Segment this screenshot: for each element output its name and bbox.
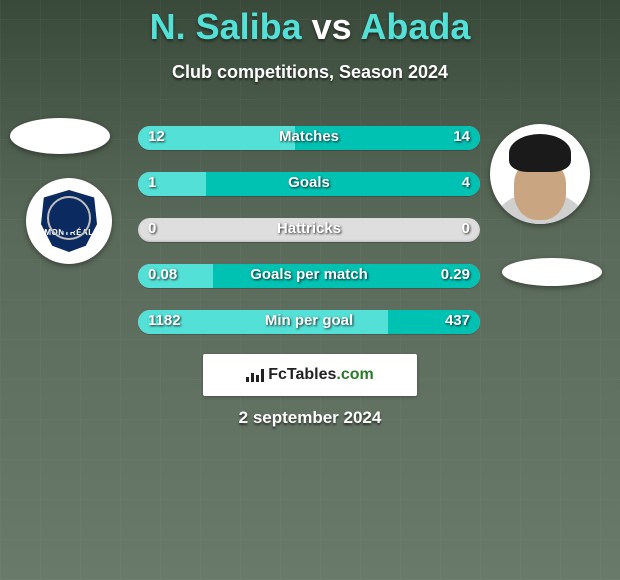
subtitle: Club competitions, Season 2024 [0,62,620,83]
stat-label: Goals per match [138,266,480,283]
stat-value-right: 14 [453,128,470,145]
title-player2: Abada [360,6,470,47]
bar-chart-icon [246,368,264,382]
stat-value-left: 0.08 [148,266,177,283]
page-title: N. Saliba vs Abada [0,0,620,48]
stat-value-right: 0.29 [441,266,470,283]
player2-club-badge-placeholder [502,258,602,286]
stat-label: Min per goal [138,312,480,329]
stat-value-right: 0 [462,220,470,237]
shield-icon: MONTRÉAL [41,190,97,252]
player2-photo [490,124,590,224]
title-vs: vs [312,6,352,47]
brand-part-a: Fc [268,366,287,383]
stat-value-right: 4 [462,174,470,191]
fctables-logo: FcTables.com [246,366,374,384]
shield-text: MONTRÉAL [44,228,93,237]
stat-value-left: 1182 [148,312,181,329]
stat-value-left: 12 [148,128,165,145]
stat-value-right: 437 [445,312,470,329]
stat-label: Matches [138,128,480,145]
stat-label: Hattricks [138,220,480,237]
photo-hair [509,134,571,172]
stat-label: Goals [138,174,480,191]
stat-bar: Hattricks0 0 [138,218,480,242]
title-player1: N. Saliba [150,6,302,47]
stat-bar: Goals1 4 [138,172,480,196]
content-root: N. Saliba vs Abada Club competitions, Se… [0,0,620,83]
date-text: 2 september 2024 [0,408,620,428]
stat-value-left: 1 [148,174,156,191]
stat-bar: Matches12 14 [138,126,480,150]
footer-attribution: FcTables.com [203,354,417,396]
stat-bar: Goals per match0.08 0.29 [138,264,480,288]
brand-part-c: .com [336,366,373,383]
player1-photo-placeholder [10,118,110,154]
stats-bars: Matches1214Goals14Hattricks00Goals per m… [138,126,480,356]
stat-bar: Min per goal1182 437 [138,310,480,334]
player1-club-badge: MONTRÉAL [26,178,112,264]
stat-value-left: 0 [148,220,156,237]
brand-part-b: Tables [287,366,337,383]
